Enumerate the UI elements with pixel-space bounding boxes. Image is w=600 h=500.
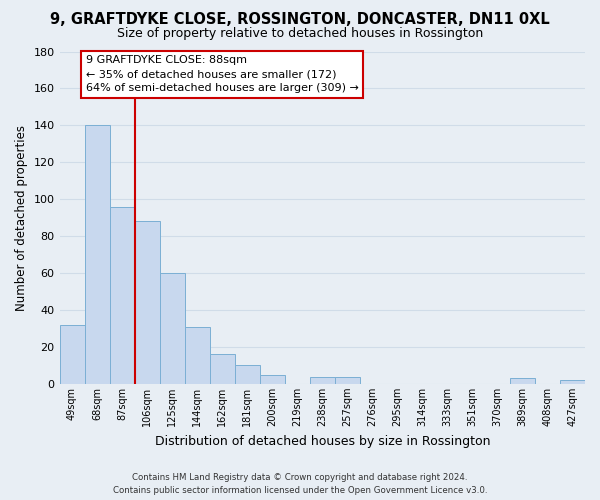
Bar	[59, 325, 85, 384]
Bar	[310, 376, 335, 384]
Bar	[209, 354, 235, 384]
Bar	[260, 374, 285, 384]
Text: Size of property relative to detached houses in Rossington: Size of property relative to detached ho…	[117, 28, 483, 40]
Bar	[335, 376, 360, 384]
Bar	[510, 378, 535, 384]
Bar	[85, 126, 110, 384]
X-axis label: Distribution of detached houses by size in Rossington: Distribution of detached houses by size …	[155, 434, 490, 448]
Text: 9, GRAFTDYKE CLOSE, ROSSINGTON, DONCASTER, DN11 0XL: 9, GRAFTDYKE CLOSE, ROSSINGTON, DONCASTE…	[50, 12, 550, 28]
Bar	[134, 222, 160, 384]
Bar	[160, 273, 185, 384]
Text: 9 GRAFTDYKE CLOSE: 88sqm
← 35% of detached houses are smaller (172)
64% of semi-: 9 GRAFTDYKE CLOSE: 88sqm ← 35% of detach…	[86, 55, 359, 93]
Bar	[185, 326, 209, 384]
Bar	[235, 366, 260, 384]
Bar	[110, 206, 134, 384]
Y-axis label: Number of detached properties: Number of detached properties	[15, 124, 28, 310]
Bar	[560, 380, 585, 384]
Text: Contains HM Land Registry data © Crown copyright and database right 2024.
Contai: Contains HM Land Registry data © Crown c…	[113, 474, 487, 495]
